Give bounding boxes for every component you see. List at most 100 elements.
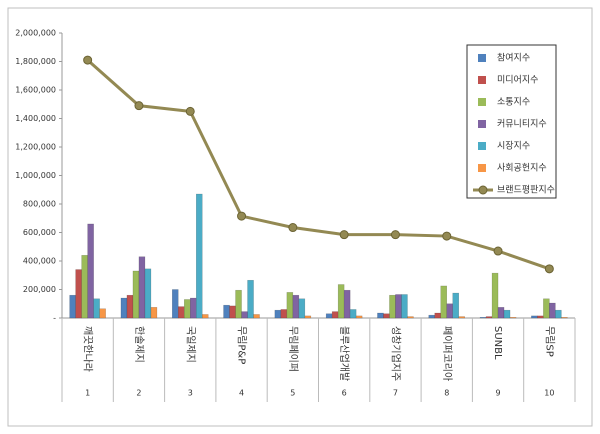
x-tick-number: 5: [290, 389, 295, 398]
bar: [561, 317, 568, 319]
bar: [509, 317, 517, 319]
x-tick-label: 국일제지: [184, 326, 196, 363]
x-tick-label: 페이퍼코리아: [441, 326, 453, 381]
bar: [452, 292, 459, 319]
x-tick-number: 4: [239, 389, 244, 398]
legend-label: 참여지수: [497, 52, 530, 64]
x-tick-label: 무림페이퍼: [287, 326, 299, 372]
bar: [178, 306, 185, 319]
y-tick-label: 1,400,000: [15, 114, 56, 123]
bar: [93, 298, 100, 319]
x-tick-number: 6: [342, 389, 347, 398]
x-tick-label: 블루산업개발: [338, 326, 351, 381]
bar: [150, 307, 158, 319]
legend-marker: [478, 185, 488, 195]
bar: [126, 294, 134, 319]
bar: [337, 284, 345, 319]
line: [86, 58, 550, 271]
bar: [446, 303, 453, 319]
x-tick-number: 8: [444, 389, 449, 398]
x-tick-label: 성창기업지주: [389, 326, 402, 381]
bar: [401, 294, 408, 319]
x-tick-label: SUNBL: [492, 326, 503, 360]
bar: [537, 315, 544, 319]
bar: [196, 193, 203, 319]
x-tick-number: 10: [544, 389, 554, 398]
bar: [349, 309, 357, 319]
bar: [120, 297, 128, 319]
bar: [377, 312, 384, 319]
line-marker: [185, 106, 195, 116]
y-tick-label: 1,200,000: [15, 143, 56, 152]
y-tick-label: 1,800,000: [15, 57, 56, 66]
bar: [247, 279, 254, 319]
bar: [434, 312, 441, 319]
bar: [389, 294, 396, 319]
bar: [144, 268, 152, 319]
line-marker: [442, 231, 452, 241]
x-tick-number: 2: [136, 389, 141, 398]
x-tick-number: 3: [188, 389, 193, 398]
bar: [298, 298, 306, 319]
bar: [383, 313, 390, 319]
bar: [81, 255, 88, 319]
legend-label: 브랜드평판지수: [497, 185, 555, 196]
x-tick-number: 9: [496, 389, 501, 398]
legend-swatch: [478, 120, 486, 128]
line-marker: [390, 230, 400, 240]
x-tick-label: 한솔제지: [133, 326, 145, 363]
legend-label: 소통지수: [497, 97, 530, 108]
x-tick-label: 깨끗한나라: [82, 326, 94, 372]
legend-label: 커뮤니티지수: [497, 119, 547, 130]
bar: [235, 289, 242, 319]
legend-swatch: [478, 164, 486, 172]
bar: [325, 313, 333, 319]
bar: [395, 294, 402, 319]
bar: [491, 272, 499, 319]
bar: [138, 256, 146, 319]
bar: [355, 315, 363, 319]
bar: [87, 223, 94, 319]
bar: [280, 309, 288, 319]
bar: [172, 289, 179, 319]
legend-label: 미디어지수: [497, 75, 538, 86]
x-tick-number: 1: [85, 389, 90, 398]
bar: [549, 302, 556, 319]
line-marker: [544, 264, 554, 274]
bar: [202, 314, 209, 319]
bar: [497, 307, 505, 319]
line-marker: [288, 223, 298, 233]
bar: [555, 309, 562, 319]
bar: [458, 316, 465, 319]
y-tick-label: 600,000: [23, 228, 56, 237]
line-marker: [237, 211, 247, 221]
bar: [331, 311, 339, 319]
bar: [184, 299, 191, 319]
bar: [503, 309, 511, 319]
bar: [241, 311, 248, 319]
bar: [99, 308, 106, 319]
bar: [229, 305, 236, 319]
bar: [407, 316, 414, 319]
line-marker: [134, 101, 144, 111]
x-tick-number: 7: [393, 389, 398, 398]
bar: [286, 292, 294, 319]
bar: [440, 285, 447, 319]
legend-swatch: [478, 98, 486, 106]
bar: [274, 309, 282, 319]
x-tick-label: 무림SP: [543, 326, 555, 357]
bar: [531, 315, 538, 319]
bar: [223, 304, 230, 319]
y-tick-label: 2,000,000: [15, 29, 56, 38]
x-tick-label: 무림P&P: [236, 326, 248, 364]
bar: [485, 316, 493, 319]
bar: [543, 298, 550, 319]
bar: [253, 314, 260, 319]
bar: [343, 289, 351, 319]
legend-label: 시장지수: [497, 141, 530, 152]
line-marker: [493, 246, 503, 256]
y-tick-label: 800,000: [23, 200, 56, 209]
y-tick-label: -: [53, 314, 56, 323]
legend-swatch: [478, 54, 486, 62]
